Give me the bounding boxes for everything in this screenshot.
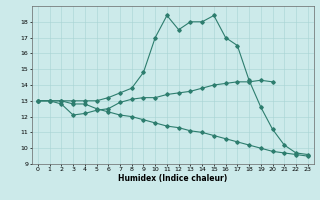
X-axis label: Humidex (Indice chaleur): Humidex (Indice chaleur)	[118, 174, 228, 183]
